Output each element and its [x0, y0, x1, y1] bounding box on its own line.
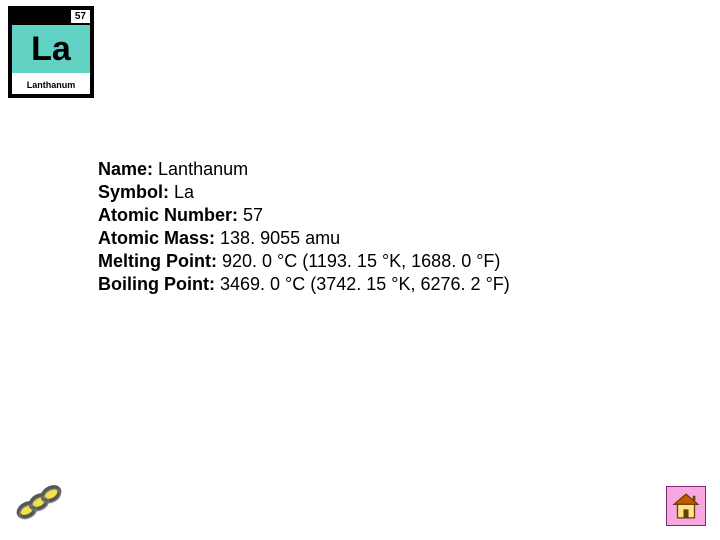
property-label: Atomic Number:	[98, 205, 238, 225]
tile-symbol-box: La	[12, 25, 90, 73]
property-row: Atomic Mass: 138. 9055 amu	[98, 227, 510, 250]
property-row: Atomic Number: 57	[98, 204, 510, 227]
property-label: Symbol:	[98, 182, 169, 202]
element-properties: Name: Lanthanum Symbol: La Atomic Number…	[98, 158, 510, 296]
property-value: 920. 0 °C (1193. 15 °K, 1688. 0 °F)	[217, 251, 500, 271]
property-label: Boiling Point:	[98, 274, 215, 294]
property-label: Name:	[98, 159, 153, 179]
property-value: Lanthanum	[153, 159, 248, 179]
tile-atomic-number: 57	[71, 10, 90, 23]
property-value: 138. 9055 amu	[215, 228, 340, 248]
property-row: Name: Lanthanum	[98, 158, 510, 181]
tile-name: Lanthanum	[27, 80, 76, 90]
property-row: Melting Point: 920. 0 °C (1193. 15 °K, 1…	[98, 250, 510, 273]
property-value: 3469. 0 °C (3742. 15 °K, 6276. 2 °F)	[215, 274, 510, 294]
element-tile: 57 La Lanthanum	[8, 6, 94, 98]
element-tile-inner: 57 La Lanthanum	[12, 10, 90, 94]
chain-link-icon[interactable]	[12, 482, 64, 526]
home-icon[interactable]	[666, 486, 706, 526]
property-row: Symbol: La	[98, 181, 510, 204]
property-row: Boiling Point: 3469. 0 °C (3742. 15 °K, …	[98, 273, 510, 296]
property-label: Atomic Mass:	[98, 228, 215, 248]
tile-symbol: La	[31, 32, 71, 66]
property-label: Melting Point:	[98, 251, 217, 271]
property-value: 57	[238, 205, 263, 225]
property-value: La	[169, 182, 194, 202]
tile-name-box: Lanthanum	[12, 73, 90, 94]
